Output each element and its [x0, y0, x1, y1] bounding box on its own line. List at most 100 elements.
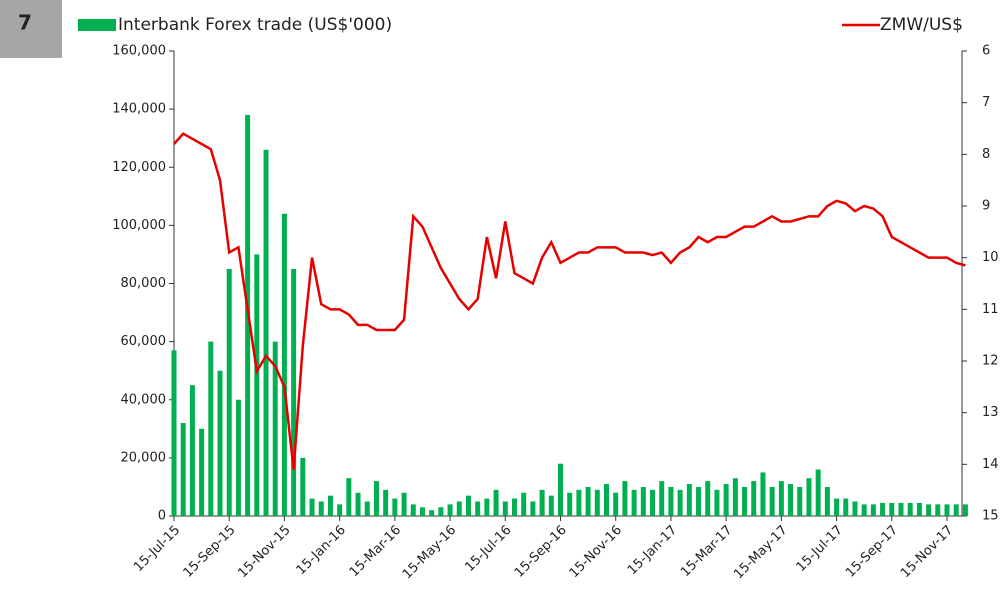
bar — [751, 481, 757, 516]
x-tick-label: 15-May-16 — [400, 523, 459, 582]
bar — [484, 498, 490, 516]
x-tick-label: 15-Sep-16 — [512, 523, 570, 581]
bar — [318, 501, 324, 516]
bar — [567, 492, 573, 516]
bar — [521, 492, 527, 516]
bar — [539, 489, 545, 516]
bar — [373, 481, 379, 516]
bar — [843, 498, 849, 516]
bar — [327, 495, 333, 516]
bar — [383, 489, 389, 516]
bar — [907, 502, 913, 516]
x-tick-label: 15-Jul-16 — [462, 523, 514, 575]
bar — [585, 486, 591, 516]
y2-tick-label: 12 — [982, 354, 999, 369]
bar — [401, 492, 407, 516]
y2-tick-label: 7 — [982, 95, 990, 110]
bar — [300, 457, 306, 516]
bar — [337, 504, 343, 516]
legend-swatch — [78, 19, 116, 31]
x-tick-label: 15-Sep-17 — [843, 523, 901, 581]
bar — [622, 481, 628, 516]
legend-label: Interbank Forex trade (US$'000) — [118, 15, 392, 35]
figure-number: 7 — [18, 11, 32, 35]
x-tick-label: 15-Mar-16 — [347, 523, 404, 580]
bar — [180, 423, 186, 516]
bar — [686, 484, 692, 516]
y2-tick-label: 13 — [982, 405, 999, 420]
bar — [438, 507, 444, 516]
bar — [723, 484, 729, 516]
bar — [576, 489, 582, 516]
bar — [824, 486, 830, 516]
y-tick-label: 120,000 — [112, 160, 166, 175]
bar — [815, 469, 821, 516]
bar — [760, 472, 766, 516]
bar — [281, 213, 287, 516]
bar — [456, 501, 462, 516]
y2-tick-label: 10 — [982, 250, 999, 265]
x-tick-label: 15-Nov-16 — [567, 523, 625, 581]
bar — [199, 428, 205, 516]
bar — [778, 481, 784, 516]
bar — [962, 504, 968, 516]
bar — [291, 268, 297, 516]
bar — [705, 481, 711, 516]
bar — [668, 486, 674, 516]
bar — [263, 149, 269, 516]
bar — [769, 486, 775, 516]
bar — [797, 486, 803, 516]
y2-tick-label: 11 — [982, 302, 999, 317]
bar — [346, 478, 352, 516]
bar — [465, 495, 471, 516]
bar — [834, 498, 840, 516]
bar — [889, 502, 895, 516]
bar — [392, 498, 398, 516]
bar — [502, 501, 508, 516]
y-tick-label: 100,000 — [112, 218, 166, 233]
x-tick-label: 15-Jan-16 — [294, 523, 349, 578]
bar — [604, 484, 610, 516]
line — [173, 132, 966, 470]
bar — [898, 502, 904, 516]
bar — [870, 504, 876, 516]
bar — [640, 486, 646, 516]
bar — [613, 492, 619, 516]
bar — [742, 486, 748, 516]
bar — [732, 478, 738, 516]
y2-tick-label: 8 — [982, 147, 990, 162]
bar — [309, 498, 315, 516]
bar — [272, 341, 278, 516]
bar — [806, 478, 812, 516]
bar — [208, 341, 214, 516]
x-tick-label: 15-Jul-15 — [131, 523, 183, 575]
bar — [429, 510, 435, 516]
bar — [788, 484, 794, 516]
y2-tick-label: 14 — [982, 457, 999, 472]
bar — [226, 268, 232, 516]
y2-tick-label: 15 — [982, 509, 999, 524]
bar — [926, 504, 932, 516]
x-tick-label: 15-Sep-15 — [181, 523, 239, 581]
y-tick-label: 40,000 — [121, 392, 167, 407]
y-tick-label: 20,000 — [121, 450, 167, 465]
x-tick-label: 15-Nov-15 — [235, 523, 293, 581]
bar — [530, 501, 536, 516]
y-tick-label: 0 — [158, 509, 166, 524]
bar — [217, 370, 223, 516]
bar — [714, 489, 720, 516]
bar — [659, 481, 665, 516]
x-tick-label: 15-Nov-17 — [898, 523, 956, 581]
bar — [364, 501, 370, 516]
bar — [254, 254, 260, 516]
bar — [475, 501, 481, 516]
bar — [189, 385, 195, 516]
bar — [861, 504, 867, 516]
bar — [944, 504, 950, 516]
y2-tick-label: 9 — [982, 199, 990, 214]
bar — [419, 507, 425, 516]
x-tick-label: 15-Jan-17 — [625, 523, 680, 578]
bar — [355, 492, 361, 516]
y-tick-label: 80,000 — [121, 276, 167, 291]
